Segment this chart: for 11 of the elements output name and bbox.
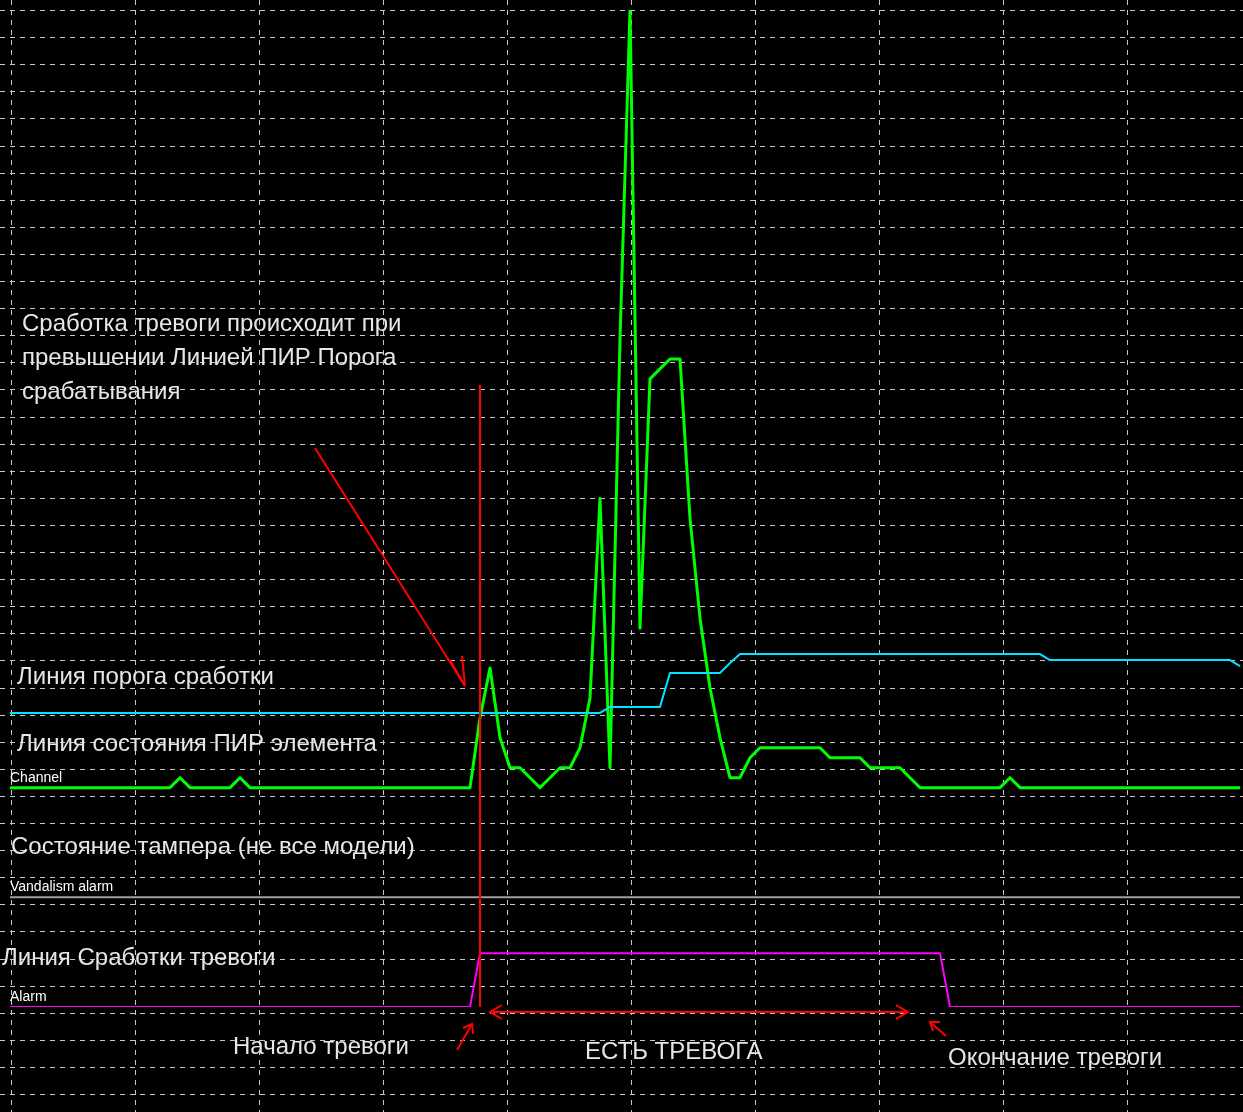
- text: Окончание тревоги: [948, 1042, 1163, 1072]
- annotation: Сработка тревоги происходит при превышении Линией ПИР Порога срабатывания: [22, 308, 403, 406]
- annotation: Линия Сработки тревоги: [2, 942, 276, 972]
- series-label: Alarm: [10, 987, 47, 1004]
- series-label: Channel: [10, 768, 63, 785]
- text: Начало тревоги: [233, 1031, 409, 1061]
- series-label: Vandalism alarm: [10, 878, 114, 895]
- annotation: Состояние тампера (не все модели): [11, 831, 415, 861]
- annotation: Линия порога сработки: [17, 661, 274, 691]
- text: ЕСТЬ ТРЕВОГА: [585, 1036, 763, 1066]
- annotation: Линия состояния ПИР элемента: [17, 728, 377, 758]
